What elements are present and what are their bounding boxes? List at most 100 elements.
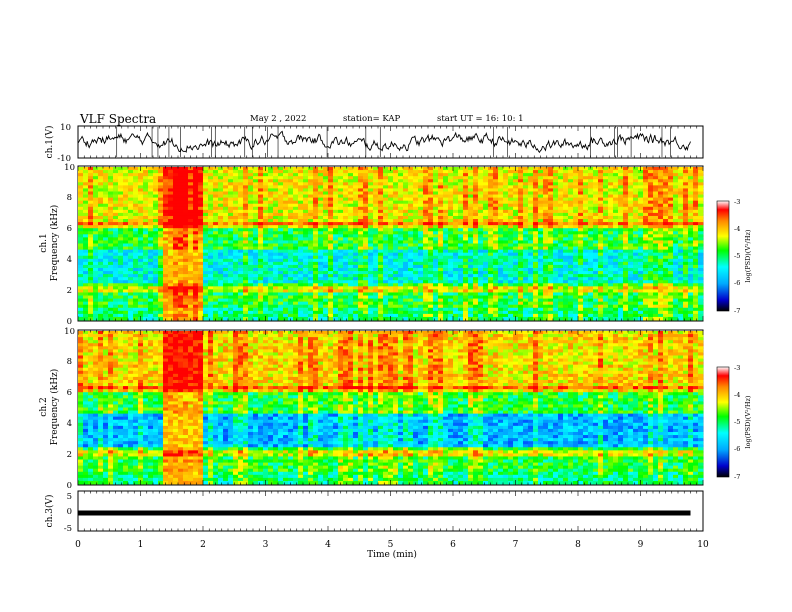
spectrogram-cell (463, 234, 469, 238)
spectrogram-cell (388, 289, 394, 293)
spectrogram-cell (248, 206, 254, 211)
spectrogram-cell (563, 212, 569, 217)
spectrogram-cell (338, 191, 344, 195)
spectrogram-cell (178, 182, 184, 186)
spectrogram-cell (533, 283, 539, 287)
spectrogram-cell (278, 246, 284, 251)
spectrogram-cell (568, 310, 574, 315)
spectrogram-cell (138, 170, 144, 174)
spectrogram-cell (458, 252, 464, 257)
spectrogram-cell (188, 228, 194, 232)
spectrogram-cell (378, 200, 384, 205)
spectrogram-cell (83, 234, 89, 238)
spectrogram-cell (368, 304, 374, 309)
spectrogram-cell (383, 286, 389, 290)
spectrogram-cell (398, 215, 404, 220)
spectrogram-cell (288, 252, 294, 257)
spectrogram-cell (463, 289, 469, 293)
spectrogram-cell (548, 264, 554, 269)
spectrogram-cell (263, 185, 269, 189)
spectrogram-cell (443, 271, 449, 275)
spectrogram-cell (368, 225, 374, 229)
spectrogram-cell (458, 283, 464, 287)
spectrogram-cell (488, 277, 494, 281)
spectrogram-cell (388, 298, 394, 303)
spectrogram-cell (163, 182, 169, 186)
spectrogram-cell (563, 304, 569, 309)
spectrogram-cell (383, 182, 389, 186)
spectrogram-cell (508, 255, 514, 260)
spectrogram-cell (308, 289, 314, 293)
spectrogram-cell (383, 231, 389, 235)
spectrogram-cell (493, 261, 499, 266)
spectrogram-cell (218, 298, 224, 303)
spectrogram-cell (223, 231, 229, 235)
spectrogram-cell (228, 240, 234, 244)
spectrogram-cell (498, 212, 504, 217)
spectrogram-cell (393, 255, 399, 260)
spectrogram-cell (493, 307, 499, 312)
spectrogram-cell (553, 258, 559, 263)
spectrogram-cell (263, 267, 269, 272)
spectrogram-cell (538, 301, 544, 306)
spectrogram-cell (403, 176, 409, 180)
spectrogram-cell (233, 280, 239, 284)
spectrogram-cell (193, 173, 199, 177)
spectrogram-cell (323, 292, 329, 296)
spectrogram-cell (278, 264, 284, 269)
ch1-spectrogram-cells (78, 167, 704, 321)
spectrogram-cell (173, 280, 179, 284)
spectrogram-cell (553, 200, 559, 205)
spectrogram-cell (273, 258, 279, 263)
spectrogram-cell (478, 313, 484, 318)
spectrogram-cell (418, 194, 424, 198)
spectrogram-cell (123, 295, 129, 299)
spectrogram-cell (208, 225, 214, 229)
spectrogram-cell (148, 176, 154, 180)
spectrogram-cell (448, 167, 454, 171)
spectrogram-cell (298, 264, 304, 269)
spectrogram-cell (528, 301, 534, 306)
spectrogram-cell (123, 182, 129, 186)
spectrogram-cell (123, 280, 129, 284)
spectrogram-cell (438, 209, 444, 214)
spectrogram-cell (558, 194, 564, 198)
spectrogram-cell (293, 289, 299, 293)
spectrogram-cell (93, 212, 99, 217)
spectrogram-cell (358, 307, 364, 312)
spectrogram-cell (408, 197, 414, 202)
spectrogram-cell (213, 231, 219, 235)
spectrogram-cell (468, 258, 474, 263)
spectrogram-cell (118, 264, 124, 269)
spectrogram-cell (248, 252, 254, 257)
spectrogram-cell (453, 252, 459, 257)
spectrogram-cell (218, 289, 224, 293)
spectrogram-cell (533, 225, 539, 229)
spectrogram-cell (228, 188, 234, 192)
spectrogram-cell (363, 179, 369, 183)
spectrogram-cell (233, 289, 239, 293)
spectrogram-cell (528, 176, 534, 180)
spectrogram-cell (188, 286, 194, 290)
spectrogram-cell (378, 215, 384, 220)
spectrogram-cell (353, 234, 359, 238)
spectrogram-cell (158, 246, 164, 251)
spectrogram-cell (323, 301, 329, 306)
spectrogram-cell (138, 307, 144, 312)
spectrogram-cell (298, 261, 304, 266)
spectrogram-cell (203, 231, 209, 235)
spectrogram-cell (453, 240, 459, 244)
spectrogram-cell (218, 261, 224, 266)
spectrogram-cell (203, 295, 209, 299)
spectrogram-cell (468, 310, 474, 315)
spectrogram-cell (303, 243, 309, 247)
spectrogram-cell (558, 167, 564, 171)
spectrogram-cell (263, 212, 269, 217)
spectrogram-cell (443, 304, 449, 309)
spectrogram-cell (283, 271, 289, 275)
spectrogram-cell (538, 200, 544, 205)
spectrogram-cell (128, 277, 134, 281)
spectrogram-cell (143, 274, 149, 278)
spectrogram-cell (218, 222, 224, 226)
spectrogram-cell (343, 316, 349, 321)
